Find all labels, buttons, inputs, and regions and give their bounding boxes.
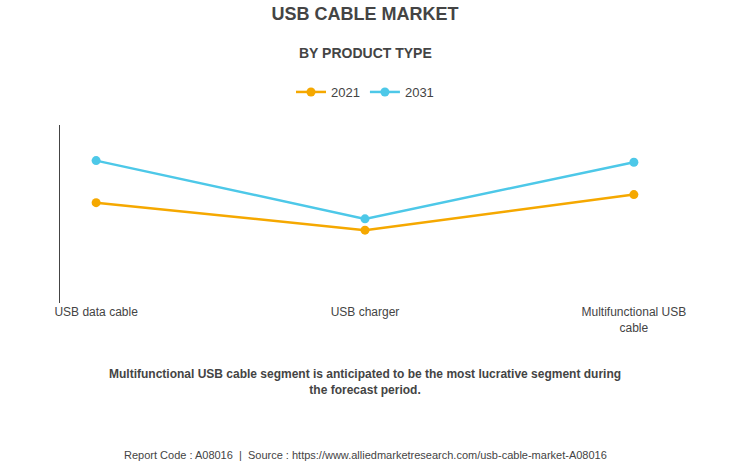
svg-text:BY PRODUCT TYPE: BY PRODUCT TYPE [299, 45, 432, 61]
svg-text:2031: 2031 [405, 85, 434, 100]
svg-text:Multifunctional USBcable: Multifunctional USBcable [582, 305, 687, 335]
svg-text:USB charger: USB charger [331, 305, 400, 319]
svg-text:USB data cable: USB data cable [54, 305, 138, 319]
svg-text:Report Code : A08016 | Sourc: Report Code : A08016 | Source : https://… [124, 449, 607, 461]
svg-text:2021: 2021 [331, 85, 360, 100]
svg-text:USB CABLE MARKET: USB CABLE MARKET [272, 4, 459, 24]
svg-text:Multifunctional USB cable segm: Multifunctional USB cable segment is ant… [109, 367, 621, 397]
